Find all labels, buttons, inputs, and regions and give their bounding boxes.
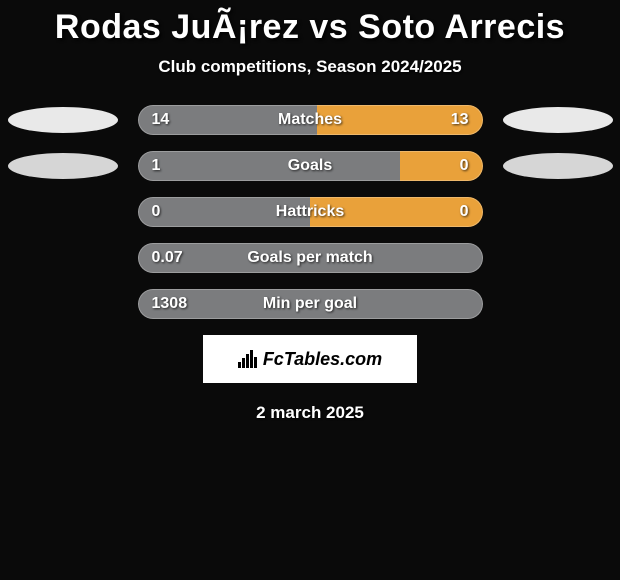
stat-bar: 0 Hattricks 0: [138, 197, 483, 227]
stat-bar: 1 Goals 0: [138, 151, 483, 181]
stat-label: Hattricks: [276, 203, 344, 221]
stats-area: 14 Matches 13 1 Goals 0 0 Hattricks 0 0.07 Goals p…: [0, 105, 620, 319]
stat-value-left: 1: [152, 157, 161, 175]
stat-value-right: 0: [460, 203, 469, 221]
stat-row: 0.07 Goals per match: [0, 243, 620, 273]
bar-chart-icon: [238, 350, 257, 368]
stat-label: Matches: [278, 111, 342, 129]
stat-label: Min per goal: [263, 295, 357, 313]
stat-label: Goals: [288, 157, 332, 175]
stat-bar-left: [138, 151, 400, 181]
fctables-logo: FcTables.com: [203, 335, 417, 383]
page-title: Rodas JuÃ¡rez vs Soto Arrecis: [0, 8, 620, 47]
stat-row: 0 Hattricks 0: [0, 197, 620, 227]
stat-value-left: 0.07: [152, 249, 183, 267]
player-right-badge: [503, 107, 613, 133]
comparison-container: Rodas JuÃ¡rez vs Soto Arrecis Club compe…: [0, 0, 620, 423]
player-left-badge: [8, 153, 118, 179]
page-subtitle: Club competitions, Season 2024/2025: [0, 57, 620, 77]
stat-value-left: 1308: [152, 295, 188, 313]
stat-value-left: 14: [152, 111, 170, 129]
date-label: 2 march 2025: [0, 403, 620, 423]
stat-bar: 0.07 Goals per match: [138, 243, 483, 273]
player-left-badge: [8, 107, 118, 133]
logo-text: FcTables.com: [263, 349, 382, 370]
stat-row: 1 Goals 0: [0, 151, 620, 181]
stat-bar: 1308 Min per goal: [138, 289, 483, 319]
stat-value-right: 0: [460, 157, 469, 175]
stat-bar-right: [400, 151, 483, 181]
stat-value-left: 0: [152, 203, 161, 221]
stat-row: 14 Matches 13: [0, 105, 620, 135]
stat-value-right: 13: [451, 111, 469, 129]
stat-label: Goals per match: [247, 249, 372, 267]
stat-bar: 14 Matches 13: [138, 105, 483, 135]
stat-row: 1308 Min per goal: [0, 289, 620, 319]
player-right-badge: [503, 153, 613, 179]
